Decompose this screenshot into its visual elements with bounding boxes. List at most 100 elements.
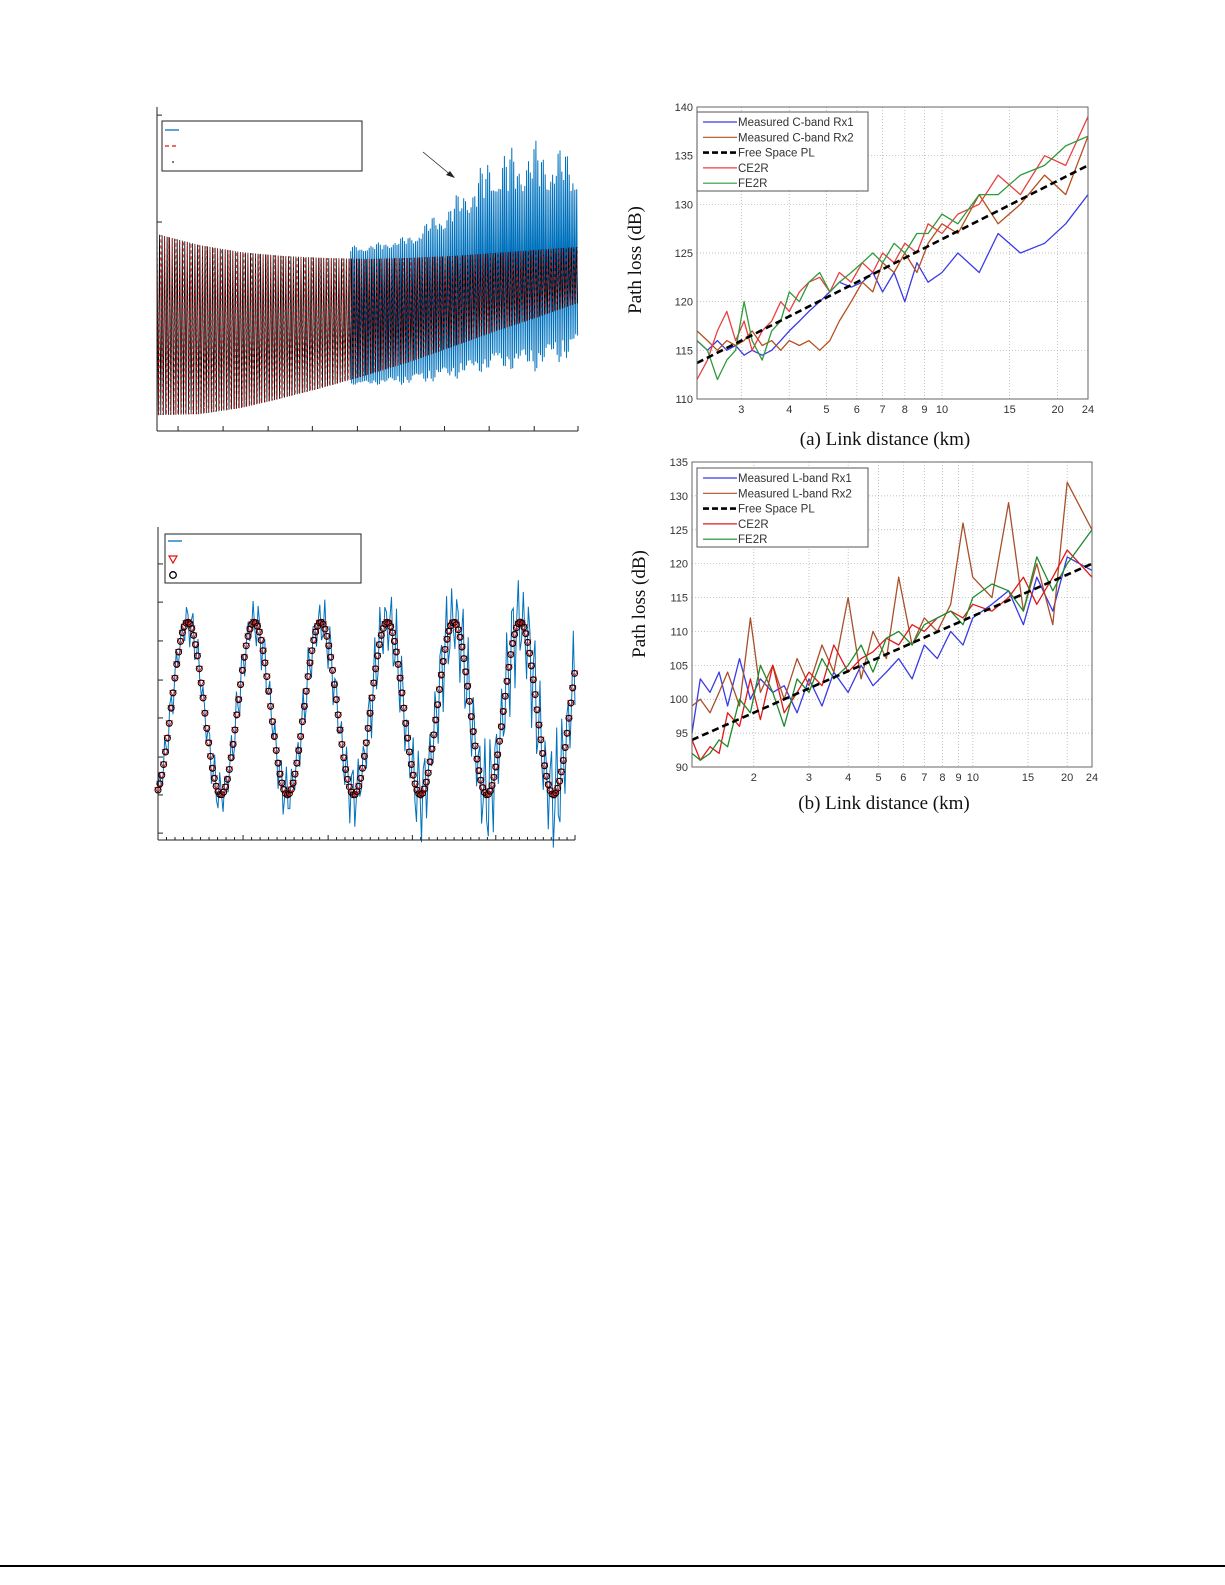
triangle-marker [186,621,194,628]
triangle-marker [375,641,384,649]
circle-marker [359,764,367,772]
series-fe2r [691,529,1093,761]
circle-marker [409,771,417,779]
circle-marker [270,733,278,741]
triangle-marker [529,676,538,684]
circle-marker [542,772,550,780]
circle-marker [372,665,380,673]
x-tick-label: 8 [939,772,945,784]
measured-series [157,580,576,848]
triangle-marker [409,772,417,780]
legend-label: CE2R [738,519,769,531]
circle-marker [471,742,479,750]
circle-marker [377,631,385,639]
circle-marker [257,636,265,644]
triangle-marker [398,689,406,697]
triangle-marker [471,743,479,750]
series-measured-c-band-rx2 [696,135,1089,351]
caption-a: (a) Link distance (km) [800,429,970,450]
circle-marker [492,763,500,771]
circle-marker [411,780,419,788]
circle-marker [387,623,395,631]
circle-marker [227,754,235,762]
triangle-marker [467,713,476,721]
circle-marker [366,709,374,717]
triangle-marker [274,760,282,768]
circle-marker [465,697,473,705]
x-tick-label: 6 [900,772,906,784]
circle-marker [197,679,205,687]
x-tick-label: 6 [854,404,860,416]
circle-marker [261,659,269,667]
circle-marker [340,754,348,762]
circle-marker [334,711,342,719]
circle-marker [569,684,577,692]
axes-frame [696,106,1089,400]
circle-marker [327,653,335,661]
circle-marker [467,713,475,721]
triangle-marker [400,705,408,713]
triangle-marker [537,736,545,744]
circle-marker [177,637,185,645]
y-tick-label: 115 [675,345,693,357]
triangle-marker [167,705,175,713]
circle-marker [173,660,181,668]
y-tick-label: 115 [670,593,688,605]
circle-marker [473,755,481,763]
legend-label: Free Space PL [738,148,815,160]
triangle-marker [568,684,577,692]
triangle-marker [191,641,200,649]
triangle-marker [242,642,250,650]
circle-marker [357,774,365,782]
circle-marker [405,748,413,756]
series-ce2r [691,549,1093,761]
series-measured-l-band-rx1 [691,556,1093,734]
y-tick-label: 90 [676,762,688,774]
circle-marker [435,686,443,694]
circle-marker [537,736,545,744]
triangle-marker [458,644,466,651]
circle-marker [289,779,297,787]
triangle-marker [165,720,174,728]
circle-marker [278,779,286,787]
circle-marker [430,731,438,739]
legend-label: Measured L-band Rx1 [738,473,852,485]
y-tick-label: 135 [675,151,693,163]
circle-marker [169,689,177,697]
legend-label: FE2R [738,178,767,190]
circle-marker [208,764,216,772]
circle-marker [329,666,337,674]
y-tick-label: 110 [675,394,693,406]
circle-marker [323,632,331,640]
legend-box [164,533,362,584]
circle-marker [392,648,400,656]
chart-top-left [156,107,579,432]
circle-marker [302,687,310,695]
circle-marker [192,641,200,649]
series-fe2r [696,135,1089,381]
circle-marker [379,624,387,632]
triangle-marker [293,760,301,768]
x-tick-label: 2 [751,772,757,784]
triangle-marker [174,649,183,656]
y-tick-label: 125 [670,525,688,537]
circle-marker [203,724,211,732]
legend-box [161,120,363,172]
circle-marker [420,785,428,793]
circle-marker [439,657,447,665]
series-free-space-pl [696,164,1089,365]
x-tick-label: 5 [823,404,829,416]
x-tick-label: 9 [921,404,927,416]
circle-marker [464,682,472,690]
circle-marker [308,647,316,655]
circle-marker [441,645,449,653]
circle-marker [541,762,549,770]
circle-marker [565,714,573,722]
triangle-marker [490,774,498,782]
circle-marker [156,780,164,788]
triangle-marker [420,785,429,793]
circle-marker [274,759,282,767]
axes-frame [691,461,1093,768]
x-tick-label: 8 [902,404,908,416]
legend-sample-triangle [167,555,179,565]
